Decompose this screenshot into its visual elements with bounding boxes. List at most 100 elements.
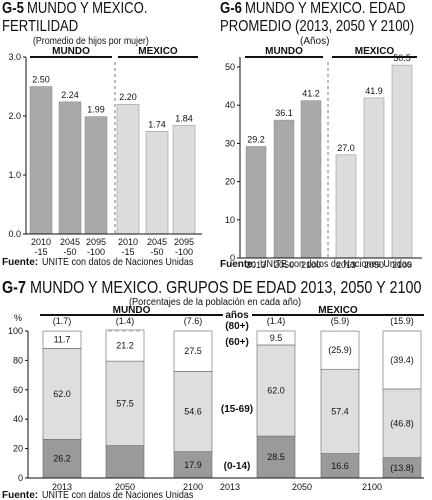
x-tick-label: -100 [87, 247, 105, 257]
chart-title-code: G-6 [220, 0, 242, 17]
chart-title: MUNDO Y MEXICO. EDAD [245, 0, 406, 17]
segment-value-label: 28.5 [267, 452, 285, 462]
y-tick-label: 40 [225, 100, 235, 110]
segment-value-label: 62.0 [53, 389, 71, 399]
x-tick-label: -50 [63, 247, 76, 257]
bar [145, 131, 169, 235]
x-tick-label: 2045 [147, 237, 167, 247]
segment-value-label: 16.6 [331, 461, 349, 471]
y-tick-label: 2.0 [8, 111, 21, 121]
y-tick-label: 40 [13, 414, 23, 424]
bar-value-label: 50.5 [393, 53, 411, 63]
chart-subtitle: (Porcentajes de la población en cada año… [129, 297, 301, 308]
x-tick-label: 2045 [60, 237, 80, 247]
y-tick-label: 60 [13, 385, 23, 395]
x-tick-label: 2095 [86, 237, 106, 247]
x-tick-label: -100 [175, 247, 193, 257]
bar-value-label: 29.2 [247, 134, 265, 144]
x-tick-label: 2100 [392, 260, 412, 270]
y-axis-unit: % [14, 313, 22, 323]
x-tick-label: 2050 [292, 482, 312, 492]
group-header-label: MEXICO [355, 46, 395, 57]
bar-value-label: 36.1 [275, 108, 293, 118]
group-header-label: MUNDO [52, 46, 90, 57]
source-text: UNITE con datos de Naciones Unidas [42, 257, 194, 269]
segment-value-label: (13.8) [390, 463, 414, 473]
bar-segment [173, 451, 213, 479]
x-tick-label: 2013 [52, 482, 72, 492]
segment-value-label: 11.7 [54, 335, 71, 345]
segment-value-label: 57.4 [331, 406, 349, 416]
band-label: (80+) [225, 321, 249, 332]
y-tick-label: 50 [225, 62, 235, 72]
bar-value-label: 2.24 [61, 90, 79, 100]
chart-title-line2: FERTILIDAD [2, 18, 78, 35]
segment-value-label: (25.9) [328, 345, 352, 355]
chart-title-code: G-5 [2, 0, 24, 17]
bar [245, 146, 267, 259]
bar-segment [320, 453, 360, 479]
y-tick-label: 10 [225, 215, 235, 225]
chart-title-line2: PROMEDIO (2013, 2050 Y 2100) [220, 18, 414, 35]
top-value-label: (1.4) [267, 316, 286, 326]
band-header: años [225, 310, 249, 321]
bar [29, 86, 53, 235]
bar-value-label: 41.2 [302, 89, 320, 99]
source-label: Fuente: [2, 490, 38, 500]
x-tick-label: 2013 [336, 260, 356, 270]
y-tick-label: 3.0 [8, 52, 21, 62]
bar [116, 103, 140, 235]
y-tick-label: 100 [8, 326, 23, 336]
chart-g7: G-7 MUNDO Y MEXICO. GRUPOS DE EDAD 2013, … [2, 278, 421, 500]
segment-value-label: (39.4) [390, 355, 414, 365]
source-label: Fuente: [220, 259, 256, 270]
chart-g5: G-5 MUNDO Y MEXICO.FERTILIDAD(Promedio de… [2, 0, 196, 269]
bar [300, 100, 322, 259]
bar [273, 119, 295, 259]
bar-segment [105, 445, 145, 479]
x-tick-label: 2050 [364, 260, 384, 270]
x-tick-label: 2050 [274, 260, 294, 270]
source-text: UNITE con datos de Naciones Unidas [42, 490, 194, 500]
segment-value-label: 21.2 [116, 341, 134, 351]
x-tick-label: -15 [34, 247, 47, 257]
y-tick-label: 0 [230, 253, 235, 263]
bar-value-label: 1.74 [148, 119, 166, 129]
bar [172, 125, 196, 235]
x-tick-label: 2010 [31, 237, 51, 247]
bar-value-label: 1.99 [87, 105, 105, 115]
bar-segment [256, 344, 296, 437]
x-tick-label: -50 [150, 247, 163, 257]
y-tick-label: 20 [225, 177, 235, 187]
segment-value-label: 9.5 [270, 333, 283, 343]
bar-segment [382, 388, 422, 459]
y-tick-label: 1.0 [8, 170, 21, 180]
chart-title: MUNDO Y MEXICO. [27, 0, 147, 17]
x-tick-label: -15 [121, 247, 134, 257]
chart-subtitle: (Promedio de hijos por mujer) [33, 34, 149, 46]
bar [363, 97, 385, 259]
segment-value-label: 57.5 [116, 398, 134, 408]
top-value-label: (7.6) [184, 316, 203, 326]
bar [391, 64, 413, 259]
x-tick-label: 2010 [118, 237, 138, 247]
segment-value-label: 27.5 [184, 346, 202, 356]
top-value-label: (5.9) [331, 316, 350, 326]
y-tick-label: 80 [13, 355, 23, 365]
bar-segment [173, 330, 213, 372]
chart-subtitle: (Años) [300, 36, 329, 47]
bar [58, 101, 82, 235]
bar-segment [105, 329, 145, 362]
y-tick-label: 0.0 [8, 229, 21, 239]
bar-segment [320, 368, 360, 454]
group-header-label: MEXICO [138, 46, 178, 57]
band-label: (15-69) [221, 404, 253, 415]
x-tick-label: 2100 [301, 260, 321, 270]
x-tick-label: 2095 [174, 237, 194, 247]
x-tick-label: 2013 [220, 482, 240, 492]
segment-value-label: 17.9 [184, 460, 202, 470]
segment-value-label: 26.2 [53, 454, 71, 464]
y-tick-label: 0 [18, 473, 23, 483]
bar-segment [382, 330, 422, 390]
